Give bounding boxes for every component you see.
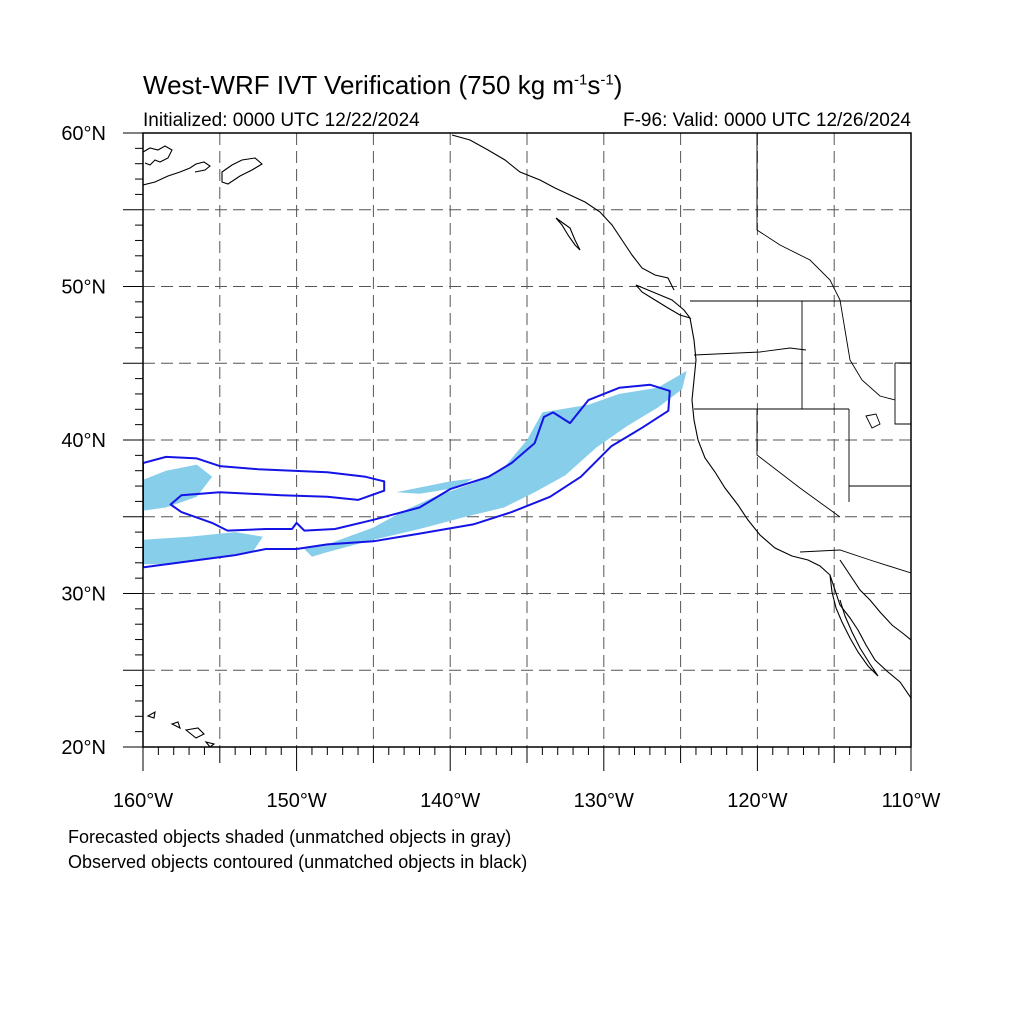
forecast-object xyxy=(304,370,687,557)
us-west-coast xyxy=(689,317,911,699)
vancouver-island xyxy=(635,284,692,320)
map-title: West-WRF IVT Verification (750 kg m-1s-1… xyxy=(143,70,623,100)
alaska-panhandle xyxy=(451,134,675,291)
lon-tick-label: 120°W xyxy=(727,790,787,812)
axis-labels: 160°W 150°W 140°W 130°W 120°W 110°W 60°N 50°N 40… xyxy=(61,123,940,812)
canada-interior-line xyxy=(756,133,896,401)
kodiak-island xyxy=(221,157,263,185)
initialized-label: Initialized: 0000 UTC 12/22/2024 xyxy=(143,110,420,131)
axis-ticks xyxy=(123,132,912,771)
hawaii-islands xyxy=(146,710,216,747)
forecast-object xyxy=(143,532,263,565)
lon-tick-label: 130°W xyxy=(574,790,634,812)
lake xyxy=(865,413,881,429)
lat-tick-label: 40°N xyxy=(61,430,106,452)
coastlines xyxy=(143,133,911,747)
haida-gwaii xyxy=(555,217,581,251)
observed-objects xyxy=(143,383,671,569)
lon-tick-label: 140°W xyxy=(420,790,480,812)
forecast-objects xyxy=(143,370,687,565)
forecast-object xyxy=(143,464,213,511)
us-mexico-border xyxy=(799,549,911,574)
lat-tick-label: 60°N xyxy=(61,123,106,145)
alaska-coast xyxy=(143,145,173,166)
mt-border xyxy=(894,362,911,425)
lat-tick-label: 20°N xyxy=(61,737,106,759)
legend-observed-text: Observed objects contoured (unmatched ob… xyxy=(68,852,528,872)
lon-tick-label: 110°W xyxy=(882,790,941,812)
lat-tick-label: 50°N xyxy=(61,277,106,299)
ca-nv-border xyxy=(756,409,841,518)
legend-forecast-text: Forecasted objects shaded (unmatched obj… xyxy=(68,827,512,847)
observed-contour xyxy=(143,383,671,569)
lon-tick-label: 150°W xyxy=(266,790,326,812)
wa-or-border xyxy=(693,347,807,356)
forecast-object xyxy=(396,478,474,494)
baja-california xyxy=(829,574,879,677)
alaska-coast-2 xyxy=(143,161,211,186)
lon-tick-label: 160°W xyxy=(113,790,173,812)
gulf-of-california xyxy=(839,559,911,641)
valid-time-label: F-96: Valid: 0000 UTC 12/26/2024 xyxy=(623,110,911,131)
lat-tick-label: 30°N xyxy=(61,584,106,606)
